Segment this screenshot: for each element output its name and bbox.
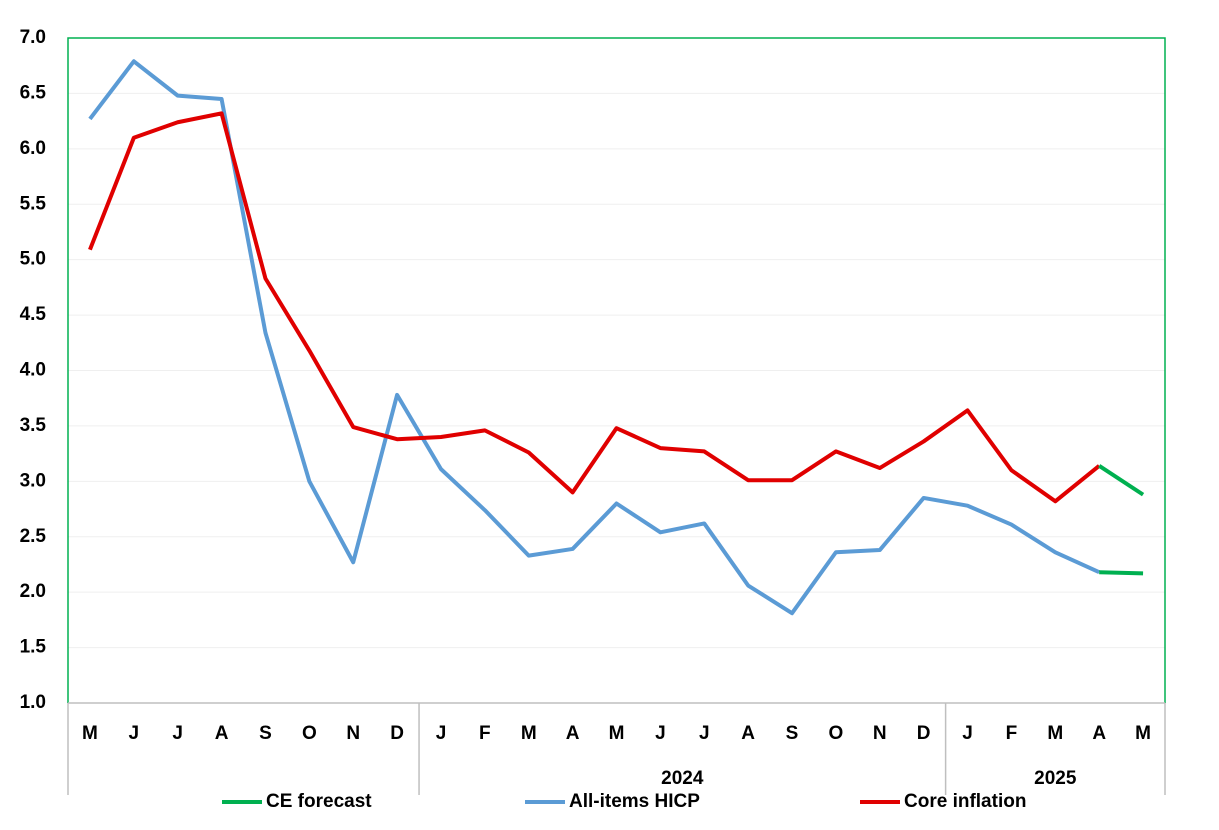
x-tick-label: A <box>566 723 580 744</box>
plot-frame <box>67 37 1166 703</box>
x-tick-label: O <box>302 723 317 744</box>
y-tick-label: 5.0 <box>20 249 46 270</box>
x-tick-label: A <box>215 723 229 744</box>
x-tick-label: A <box>741 723 755 744</box>
x-tick-label: J <box>699 723 710 744</box>
group-label: 2024 <box>661 768 704 789</box>
y-tick-label: 3.5 <box>20 415 47 436</box>
x-tick-label: M <box>609 723 625 744</box>
x-tick-label: J <box>172 723 183 744</box>
x-tick-label: O <box>829 723 844 744</box>
x-tick-label: S <box>259 723 272 744</box>
x-tick-label: A <box>1092 723 1106 744</box>
y-tick-label: 6.5 <box>20 82 47 103</box>
x-tick-label: D <box>917 723 931 744</box>
x-tick-label: J <box>436 723 447 744</box>
x-tick-label: M <box>1135 723 1151 744</box>
y-tick-label: 3.0 <box>20 470 46 491</box>
y-tick-label: 2.0 <box>20 581 46 602</box>
x-tick-label: D <box>390 723 404 744</box>
y-tick-label: 4.5 <box>20 304 47 325</box>
group-label: 2025 <box>1034 768 1077 789</box>
x-tick-label: M <box>521 723 537 744</box>
y-tick-label: 7.0 <box>20 27 46 48</box>
legend-label: All-items HICP <box>569 791 700 812</box>
y-tick-label: 1.5 <box>20 637 47 658</box>
series-line <box>88 59 1101 616</box>
series-line <box>1099 570 1144 576</box>
x-tick-label: N <box>346 723 360 744</box>
legend-label: Core inflation <box>904 791 1026 812</box>
y-tick-label: 6.0 <box>20 138 46 159</box>
x-tick-label: N <box>873 723 887 744</box>
x-tick-label: J <box>655 723 666 744</box>
series-line <box>88 111 1101 504</box>
x-tick-label: F <box>1006 723 1018 744</box>
series-line <box>1098 464 1145 497</box>
x-tick-label: F <box>479 723 491 744</box>
legend-label: CE forecast <box>266 791 372 812</box>
x-tick-label: S <box>786 723 799 744</box>
y-tick-label: 1.0 <box>20 692 46 713</box>
x-tick-label: M <box>1047 723 1063 744</box>
x-tick-label: J <box>129 723 140 744</box>
x-tick-label: M <box>82 723 98 744</box>
y-tick-label: 4.0 <box>20 360 46 381</box>
x-tick-label: J <box>962 723 973 744</box>
y-tick-label: 5.5 <box>20 193 47 214</box>
y-tick-label: 2.5 <box>20 526 47 547</box>
